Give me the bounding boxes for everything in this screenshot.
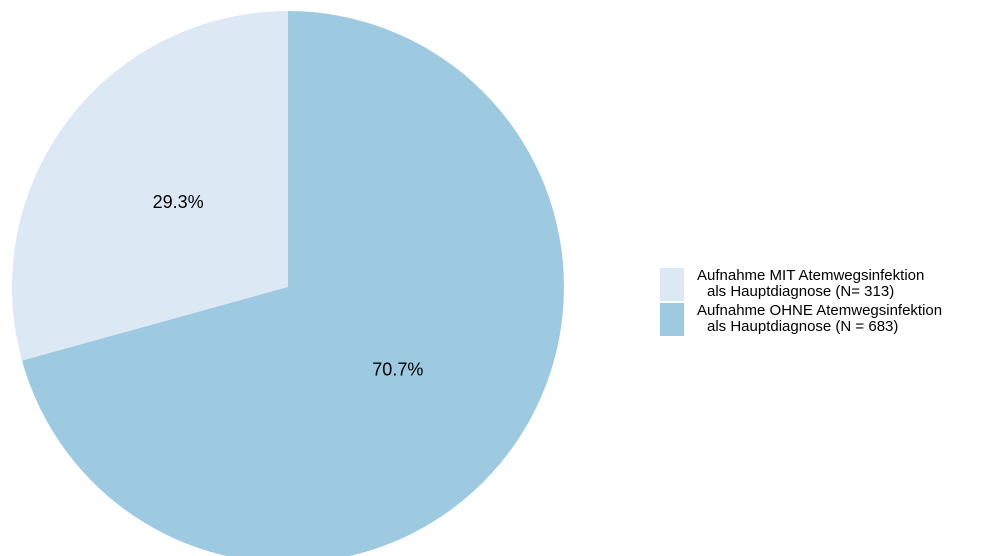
- pie-slice: [22, 11, 564, 556]
- legend-label: als Hauptdiagnose (N = 683): [707, 318, 898, 335]
- legend-label: Aufnahme OHNE Atemwegsinfektion: [697, 302, 942, 319]
- value-label: 29.3%: [153, 192, 204, 212]
- legend-swatch: [660, 268, 684, 301]
- legend-label: Aufnahme MIT Atemwegsinfektion: [697, 267, 924, 284]
- pie-slice: [11, 11, 289, 361]
- value-label: 70.7%: [372, 359, 423, 379]
- legend-label: als Hauptdiagnose (N= 313): [707, 283, 894, 300]
- legend-swatch: [660, 303, 684, 336]
